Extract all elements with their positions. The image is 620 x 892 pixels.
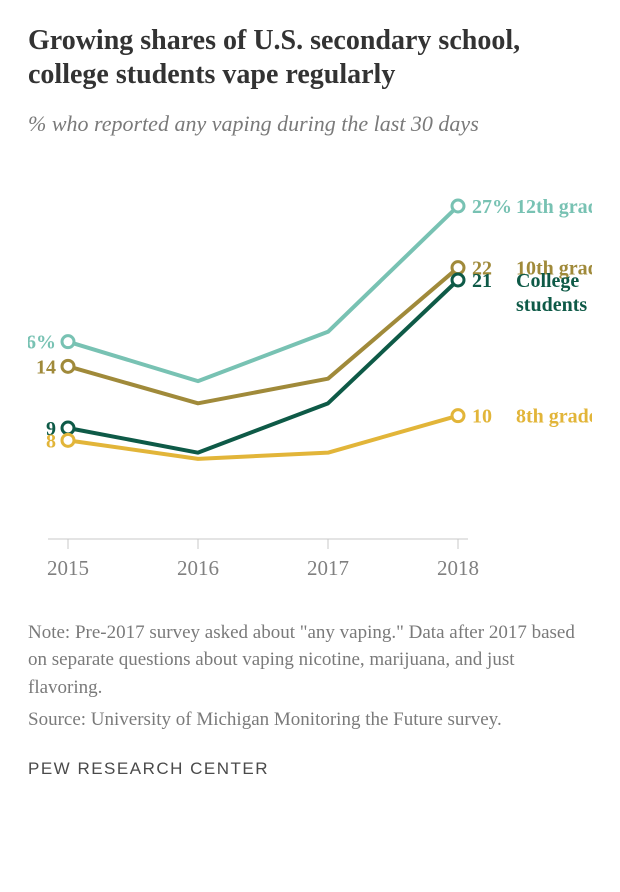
chart-subtitle: % who reported any vaping during the las…	[28, 109, 592, 139]
end-value-label: 27%	[472, 196, 512, 218]
marker-circle	[452, 262, 464, 274]
series-legend: College	[516, 270, 579, 292]
marker-circle	[62, 422, 74, 434]
end-value-label: 10	[472, 406, 492, 428]
svg-text:2017: 2017	[307, 556, 349, 580]
series-legend: 8th grade	[516, 406, 592, 428]
line-chart: 201520162017201816%27%12th grade142210th…	[28, 159, 592, 599]
series-legend: 12th grade	[516, 196, 592, 218]
chart-note: Note: Pre-2017 survey asked about "any v…	[28, 619, 592, 702]
svg-text:2015: 2015	[47, 556, 89, 580]
marker-circle	[452, 200, 464, 212]
series-legend: students	[516, 294, 587, 316]
series-line	[68, 206, 458, 381]
publisher-footer: PEW RESEARCH CENTER	[28, 759, 592, 779]
series-line	[68, 280, 458, 453]
start-value-label: 14	[36, 356, 56, 378]
chart-source: Source: University of Michigan Monitorin…	[28, 706, 592, 734]
end-value-label: 21	[472, 270, 492, 292]
marker-circle	[452, 274, 464, 286]
chart-title: Growing shares of U.S. secondary school,…	[28, 24, 592, 91]
marker-circle	[62, 434, 74, 446]
marker-circle	[62, 360, 74, 372]
start-value-label: 16%	[28, 332, 56, 354]
marker-circle	[452, 410, 464, 422]
svg-text:2018: 2018	[437, 556, 479, 580]
start-value-label: 8	[46, 430, 56, 452]
svg-text:2016: 2016	[177, 556, 219, 580]
marker-circle	[62, 336, 74, 348]
